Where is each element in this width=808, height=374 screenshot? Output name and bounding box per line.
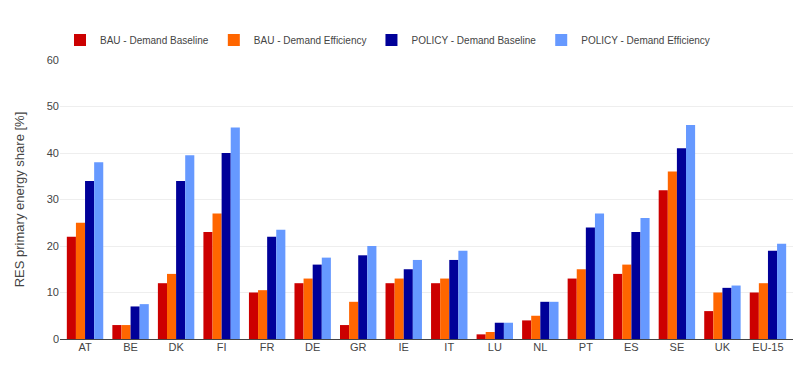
svg-text:IT: IT	[444, 341, 454, 353]
svg-text:0: 0	[53, 333, 59, 345]
svg-text:RES primary energy share [%]: RES primary energy share [%]	[12, 112, 27, 288]
svg-text:PT: PT	[579, 341, 593, 353]
svg-text:20: 20	[47, 240, 59, 252]
svg-text:SE: SE	[670, 341, 685, 353]
svg-text:LU: LU	[488, 341, 502, 353]
svg-text:FR: FR	[260, 341, 275, 353]
svg-text:BAU - Demand Efficiency: BAU - Demand Efficiency	[254, 35, 367, 46]
svg-text:NL: NL	[533, 341, 547, 353]
svg-text:DK: DK	[168, 341, 184, 353]
svg-text:IE: IE	[399, 341, 409, 353]
svg-text:BAU - Demand Baseline: BAU - Demand Baseline	[100, 35, 209, 46]
svg-text:BE: BE	[123, 341, 138, 353]
svg-text:FI: FI	[217, 341, 227, 353]
svg-text:30: 30	[47, 193, 59, 205]
svg-text:AT: AT	[78, 341, 92, 353]
svg-text:POLICY - Demand Baseline: POLICY - Demand Baseline	[411, 35, 536, 46]
svg-text:GR: GR	[350, 341, 367, 353]
svg-text:ES: ES	[624, 341, 639, 353]
svg-text:50: 50	[47, 100, 59, 112]
svg-text:10: 10	[47, 286, 59, 298]
svg-text:40: 40	[47, 147, 59, 159]
svg-text:60: 60	[47, 54, 59, 66]
svg-text:UK: UK	[715, 341, 731, 353]
svg-text:DE: DE	[305, 341, 320, 353]
svg-text:POLICY - Demand Efficiency: POLICY - Demand Efficiency	[581, 35, 710, 46]
svg-text:EU-15: EU-15	[752, 341, 783, 353]
